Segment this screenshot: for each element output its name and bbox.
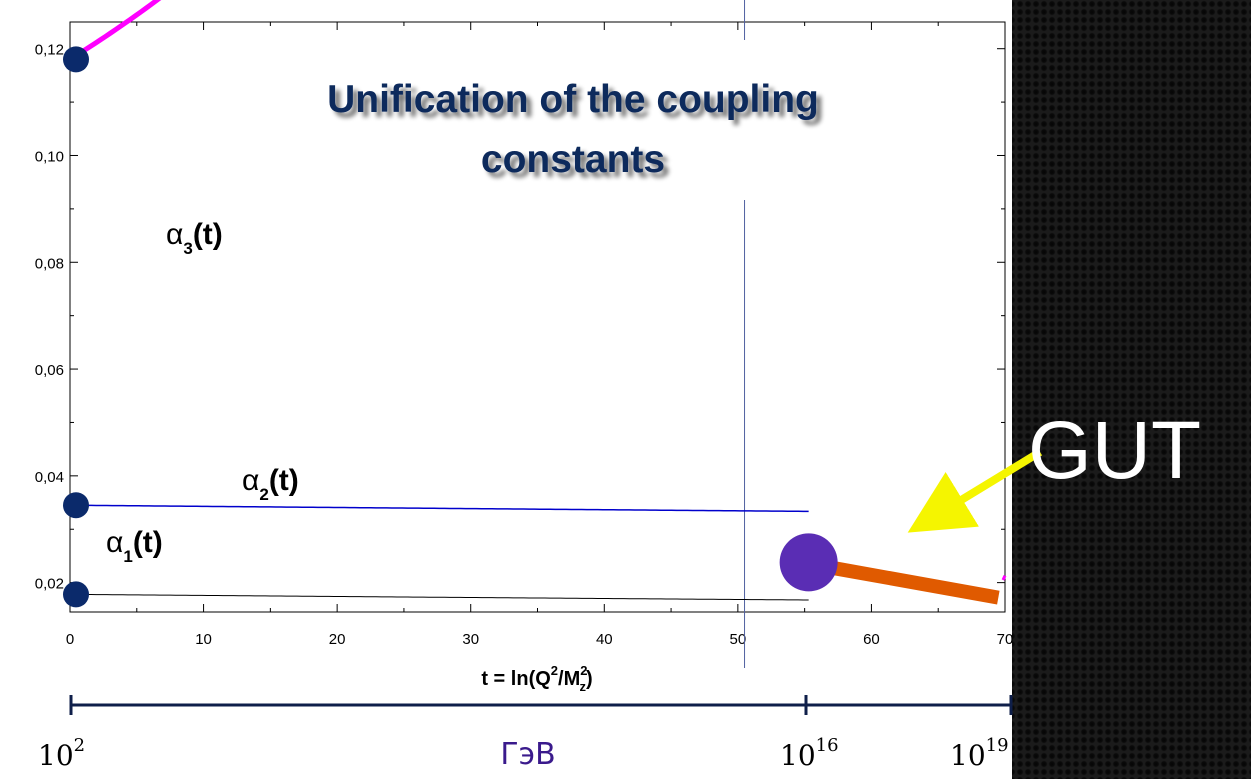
series-line-3 <box>69 593 809 601</box>
x-axis: 0 10 20 30 40 50 60 70 <box>66 22 1014 648</box>
series-line-1-tail <box>1001 575 1007 581</box>
x-tick-label: 20 <box>329 631 346 648</box>
plot-area: 0,02 0,04 0,06 0,08 0,10 0,12 0 10 20 30 40 50 60 70… <box>35 0 1014 668</box>
series-label-2: α2(t) <box>242 464 299 504</box>
start-marker-2 <box>63 492 89 519</box>
series-labels: α3(t) α2(t) α1(t) <box>106 218 299 566</box>
y-tick-label: 0,08 <box>35 255 64 272</box>
chart-title-line-1: Unification of the coupling <box>327 78 819 121</box>
gut-segment <box>830 560 1000 605</box>
y-tick-label: 0,10 <box>35 148 64 165</box>
x-tick-label: 0 <box>66 631 74 648</box>
energy-unit-label: ГэВ <box>500 737 555 772</box>
gut-annotation-label: GUT <box>1028 405 1201 496</box>
y-axis: 0,02 0,04 0,06 0,08 0,10 0,12 <box>35 42 1005 593</box>
chart-panel <box>0 0 1012 779</box>
start-markers <box>63 46 89 608</box>
y-tick-label: 0,12 <box>35 42 64 59</box>
y-tick-label: 0,02 <box>35 576 64 593</box>
x-tick-label: 30 <box>462 631 479 648</box>
gut-point <box>779 533 838 592</box>
energy-label-planck: 1019 <box>950 735 1009 772</box>
x-tick-label: 70 <box>997 631 1014 648</box>
y-tick-label: 0,06 <box>35 362 64 379</box>
chart-title-line-2: constants <box>481 138 665 181</box>
chart-title: Unification of the coupling constants <box>327 78 819 181</box>
start-marker-1 <box>63 46 89 73</box>
x-tick-label: 50 <box>730 631 747 648</box>
series-label-1: α3(t) <box>166 218 223 258</box>
series-layer <box>68 0 1007 601</box>
gut-arrow <box>907 448 1043 533</box>
energy-scale: 102 ГэВ 1016 1019 <box>38 695 1013 772</box>
energy-label-gut: 1016 <box>780 735 839 772</box>
x-tick-label: 60 <box>863 631 880 648</box>
series-line-2 <box>69 504 809 513</box>
series-label-3: α1(t) <box>106 526 163 566</box>
x-tick-label: 40 <box>596 631 613 648</box>
x-tick-label: 10 <box>195 631 212 648</box>
start-marker-3 <box>63 581 89 608</box>
y-tick-label: 0,04 <box>35 469 64 486</box>
x-axis-label: t = ln(Q2/M2 z) <box>481 663 592 694</box>
energy-label-low: 102 <box>38 735 85 772</box>
